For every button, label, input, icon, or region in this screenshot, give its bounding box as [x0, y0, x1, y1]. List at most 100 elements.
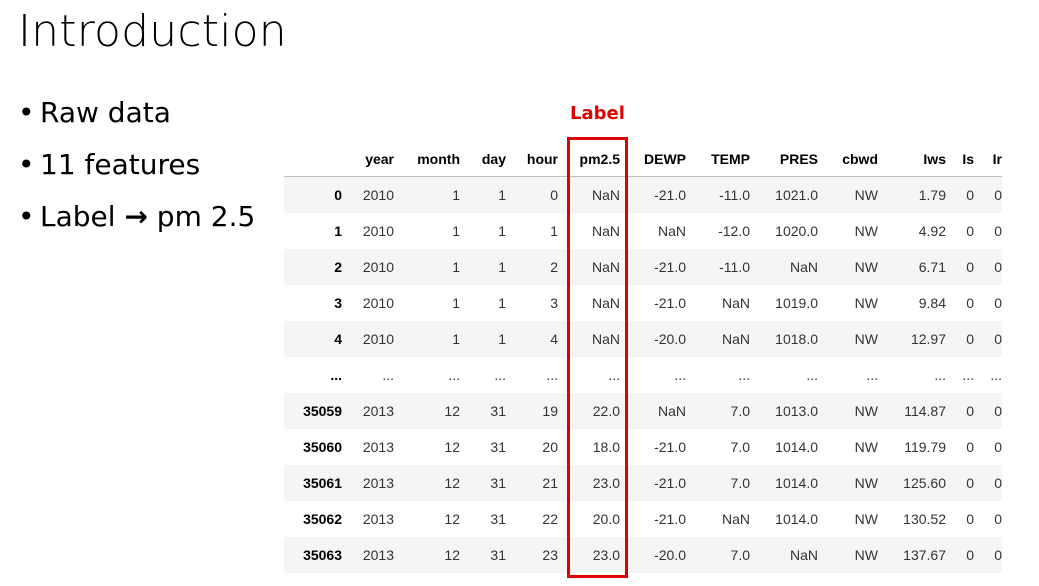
row-index: 2 — [334, 259, 342, 275]
table-cell: 12 — [444, 403, 460, 419]
table-cell: NW — [854, 439, 878, 455]
table-cell: -21.0 — [654, 259, 686, 275]
bullet-raw-data: Raw data — [18, 92, 255, 144]
table-cell: 0 — [994, 511, 1002, 527]
table-cell: 1014.0 — [775, 511, 818, 527]
column-header: day — [481, 151, 506, 167]
table-cell: 21 — [542, 475, 558, 491]
table-cell: 7.0 — [730, 547, 750, 563]
table-cell: 0 — [966, 439, 974, 455]
table-cell: 114.87 — [904, 403, 946, 419]
table-cell: 20.0 — [592, 511, 620, 527]
table-cell: 1013.0 — [775, 403, 818, 419]
table-cell: 0 — [994, 475, 1002, 491]
row-index: 35060 — [303, 439, 342, 455]
table-cell: 0 — [994, 295, 1002, 311]
table-cell: NaN — [591, 295, 620, 311]
column-header: DEWP — [644, 151, 686, 167]
table-cell: ... — [546, 367, 558, 383]
table-cell: 1 — [498, 295, 506, 311]
dataframe-table: year month day hour pm2.5 DEWP TEMP PRES cbwd Iws… — [284, 142, 1002, 573]
label-annotation: Label — [570, 103, 625, 124]
table-cell: 1 — [498, 187, 506, 203]
table-cell: 31 — [490, 439, 506, 455]
table-cell: 137.67 — [903, 547, 946, 563]
table-cell: 2010 — [362, 223, 394, 239]
column-header: month — [417, 151, 460, 167]
column-header: PRES — [779, 151, 818, 167]
table-cell: 6.71 — [918, 259, 946, 275]
table-row: ....................................... — [284, 357, 1002, 393]
table-cell: NaN — [789, 259, 818, 275]
table-cell: 12.97 — [910, 331, 946, 347]
table-cell: ... — [962, 367, 974, 383]
table-cell: 2010 — [362, 331, 394, 347]
table-cell: NaN — [789, 547, 818, 563]
bullet-label-suffix: pm 2.5 — [147, 200, 256, 233]
table-cell: NW — [854, 187, 878, 203]
table-cell: 0 — [966, 547, 974, 563]
bullet-features-text: 11 features — [40, 148, 201, 181]
table-cell: ... — [806, 367, 818, 383]
table-cell: 23.0 — [592, 547, 620, 563]
column-header: Ir — [992, 151, 1002, 167]
column-header: Iws — [923, 151, 946, 167]
table-cell: 7.0 — [730, 439, 750, 455]
table-cell: 0 — [994, 403, 1002, 419]
table-cell: 0 — [994, 259, 1002, 275]
table-cell: NW — [854, 547, 878, 563]
column-header: pm2.5 — [579, 151, 620, 167]
bullet-label-prefix: Label — [40, 200, 125, 233]
table-cell: NW — [854, 259, 878, 275]
table-cell: 0 — [994, 331, 1002, 347]
table-cell: 0 — [966, 259, 974, 275]
table-cell: 2013 — [362, 475, 394, 491]
table-cell: 12 — [444, 547, 460, 563]
table-cell: 31 — [490, 403, 506, 419]
table-cell: -11.0 — [719, 187, 750, 203]
table-cell: 12 — [444, 511, 460, 527]
column-header: hour — [526, 151, 558, 167]
table-cell: 1 — [452, 223, 460, 239]
table-cell: ... — [990, 367, 1002, 383]
table-header-row: year month day hour pm2.5 DEWP TEMP PRES cbwd Iws… — [284, 142, 1002, 177]
table-cell: 31 — [490, 547, 506, 563]
table-cell: 18.0 — [592, 439, 620, 455]
table-cell: 130.52 — [903, 511, 946, 527]
table-cell: 0 — [994, 187, 1002, 203]
table-cell: NW — [854, 475, 878, 491]
column-header: year — [365, 151, 394, 167]
right-arrow-icon: → — [124, 200, 148, 233]
table-cell: -20.0 — [654, 331, 686, 347]
table-cell: 2013 — [362, 547, 394, 563]
row-index: 35059 — [303, 403, 342, 419]
table-cell: ... — [738, 367, 750, 383]
table-cell: 0 — [966, 511, 974, 527]
table-cell: NaN — [721, 331, 750, 347]
table-row: 35060 2013 12 31 20 18.0 -21.0 7.0 1014.0 NW 119.7… — [284, 429, 1002, 465]
row-index: 35063 — [303, 547, 342, 563]
table-cell: 12 — [444, 439, 460, 455]
table-cell: 0 — [966, 223, 974, 239]
table-cell: 0 — [550, 187, 558, 203]
row-index: ... — [330, 367, 342, 383]
table-cell: ... — [494, 367, 506, 383]
table-cell: 0 — [966, 331, 974, 347]
table-cell: -21.0 — [654, 295, 686, 311]
table-row: 0 2010 1 1 0 NaN -21.0 -11.0 1021.0 NW 1.79 0 0 — [284, 176, 1002, 213]
table-cell: 1 — [498, 259, 506, 275]
table-cell: NW — [854, 403, 878, 419]
table-cell: 0 — [966, 403, 974, 419]
table-cell: ... — [448, 367, 460, 383]
table-cell: ... — [674, 367, 686, 383]
table-cell: -21.0 — [654, 439, 686, 455]
table-cell: 2013 — [362, 511, 394, 527]
table-cell: 1020.0 — [775, 223, 818, 239]
table-cell: NW — [854, 511, 878, 527]
table-row: 2 2010 1 1 2 NaN -21.0 -11.0 NaN NW 6.71 0 0 — [284, 249, 1002, 285]
bullet-label: Label → pm 2.5 — [18, 196, 255, 248]
table-cell: 119.79 — [904, 439, 946, 455]
table-cell: NaN — [591, 223, 620, 239]
table-cell: ... — [382, 367, 394, 383]
table-cell: 1.79 — [918, 187, 946, 203]
